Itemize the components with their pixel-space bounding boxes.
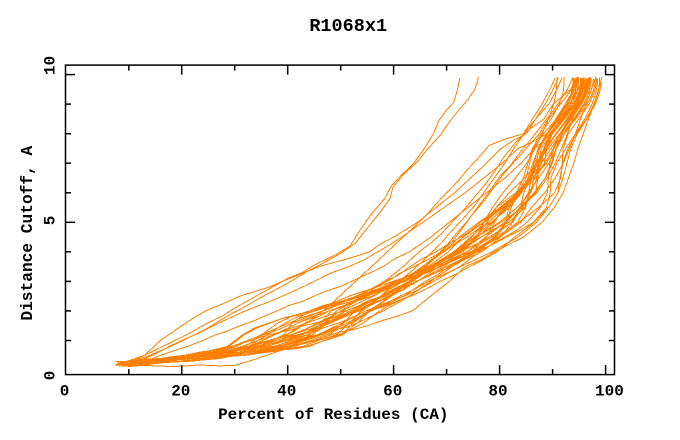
svg-text:20: 20	[171, 383, 190, 401]
svg-text:0: 0	[42, 371, 60, 381]
svg-text:R1068x1: R1068x1	[309, 16, 387, 37]
svg-text:60: 60	[383, 383, 402, 401]
svg-text:0: 0	[60, 383, 70, 401]
svg-text:Percent of Residues (CA): Percent of Residues (CA)	[218, 406, 448, 424]
svg-text:80: 80	[488, 383, 507, 401]
svg-text:5: 5	[42, 216, 60, 226]
svg-text:10: 10	[42, 56, 60, 75]
svg-text:Distance Cutoff, A: Distance Cutoff, A	[19, 145, 37, 320]
svg-text:40: 40	[277, 383, 296, 401]
svg-text:100: 100	[595, 383, 624, 401]
